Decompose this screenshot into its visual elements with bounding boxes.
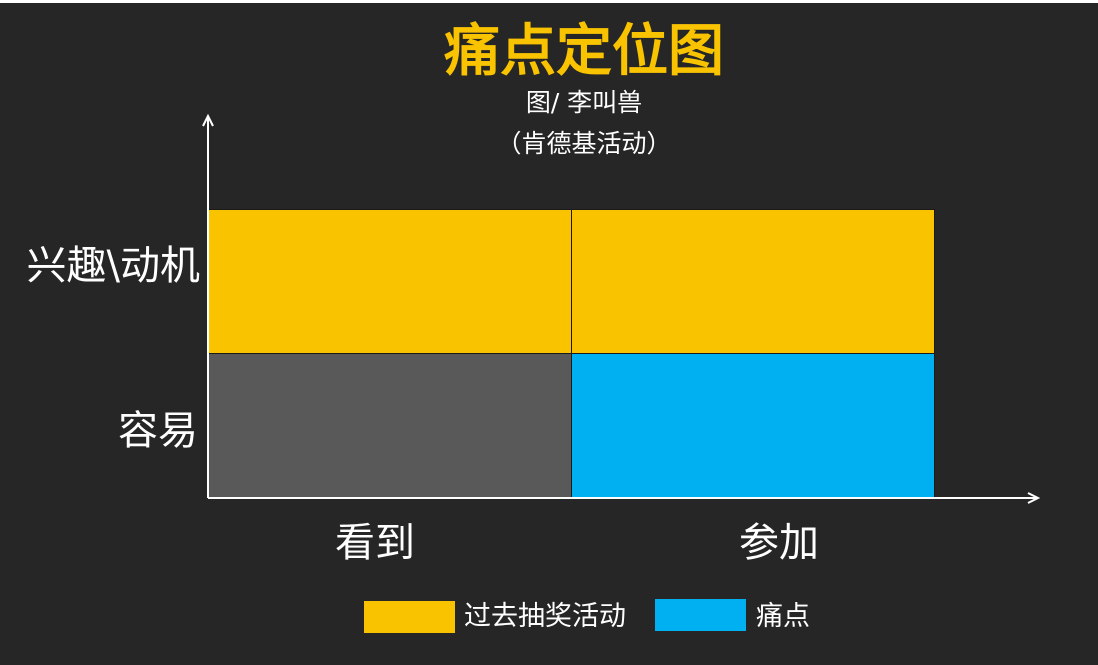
cell-interest-see <box>208 209 572 354</box>
y-label-interest: 兴趣\动机 <box>26 243 200 289</box>
page-title: 痛点定位图 <box>444 19 724 84</box>
case-subtitle: （肯德基活动） <box>496 129 672 158</box>
legend-label-past-lottery: 过去抽奖活动 <box>464 601 626 632</box>
x-axis-arrow-icon <box>1027 492 1041 504</box>
author-subtitle: 图/ 李叫兽 <box>525 88 643 117</box>
legend-label-pain-point: 痛点 <box>756 601 810 632</box>
x-label-join: 参加 <box>739 520 819 566</box>
legend-swatch-past-lottery <box>364 601 455 633</box>
y-label-easy: 容易 <box>118 408 198 454</box>
y-axis-arrow-icon <box>202 113 214 127</box>
x-label-see: 看到 <box>335 520 415 566</box>
legend-swatch-pain-point <box>655 599 746 631</box>
top-border <box>0 0 1098 3</box>
